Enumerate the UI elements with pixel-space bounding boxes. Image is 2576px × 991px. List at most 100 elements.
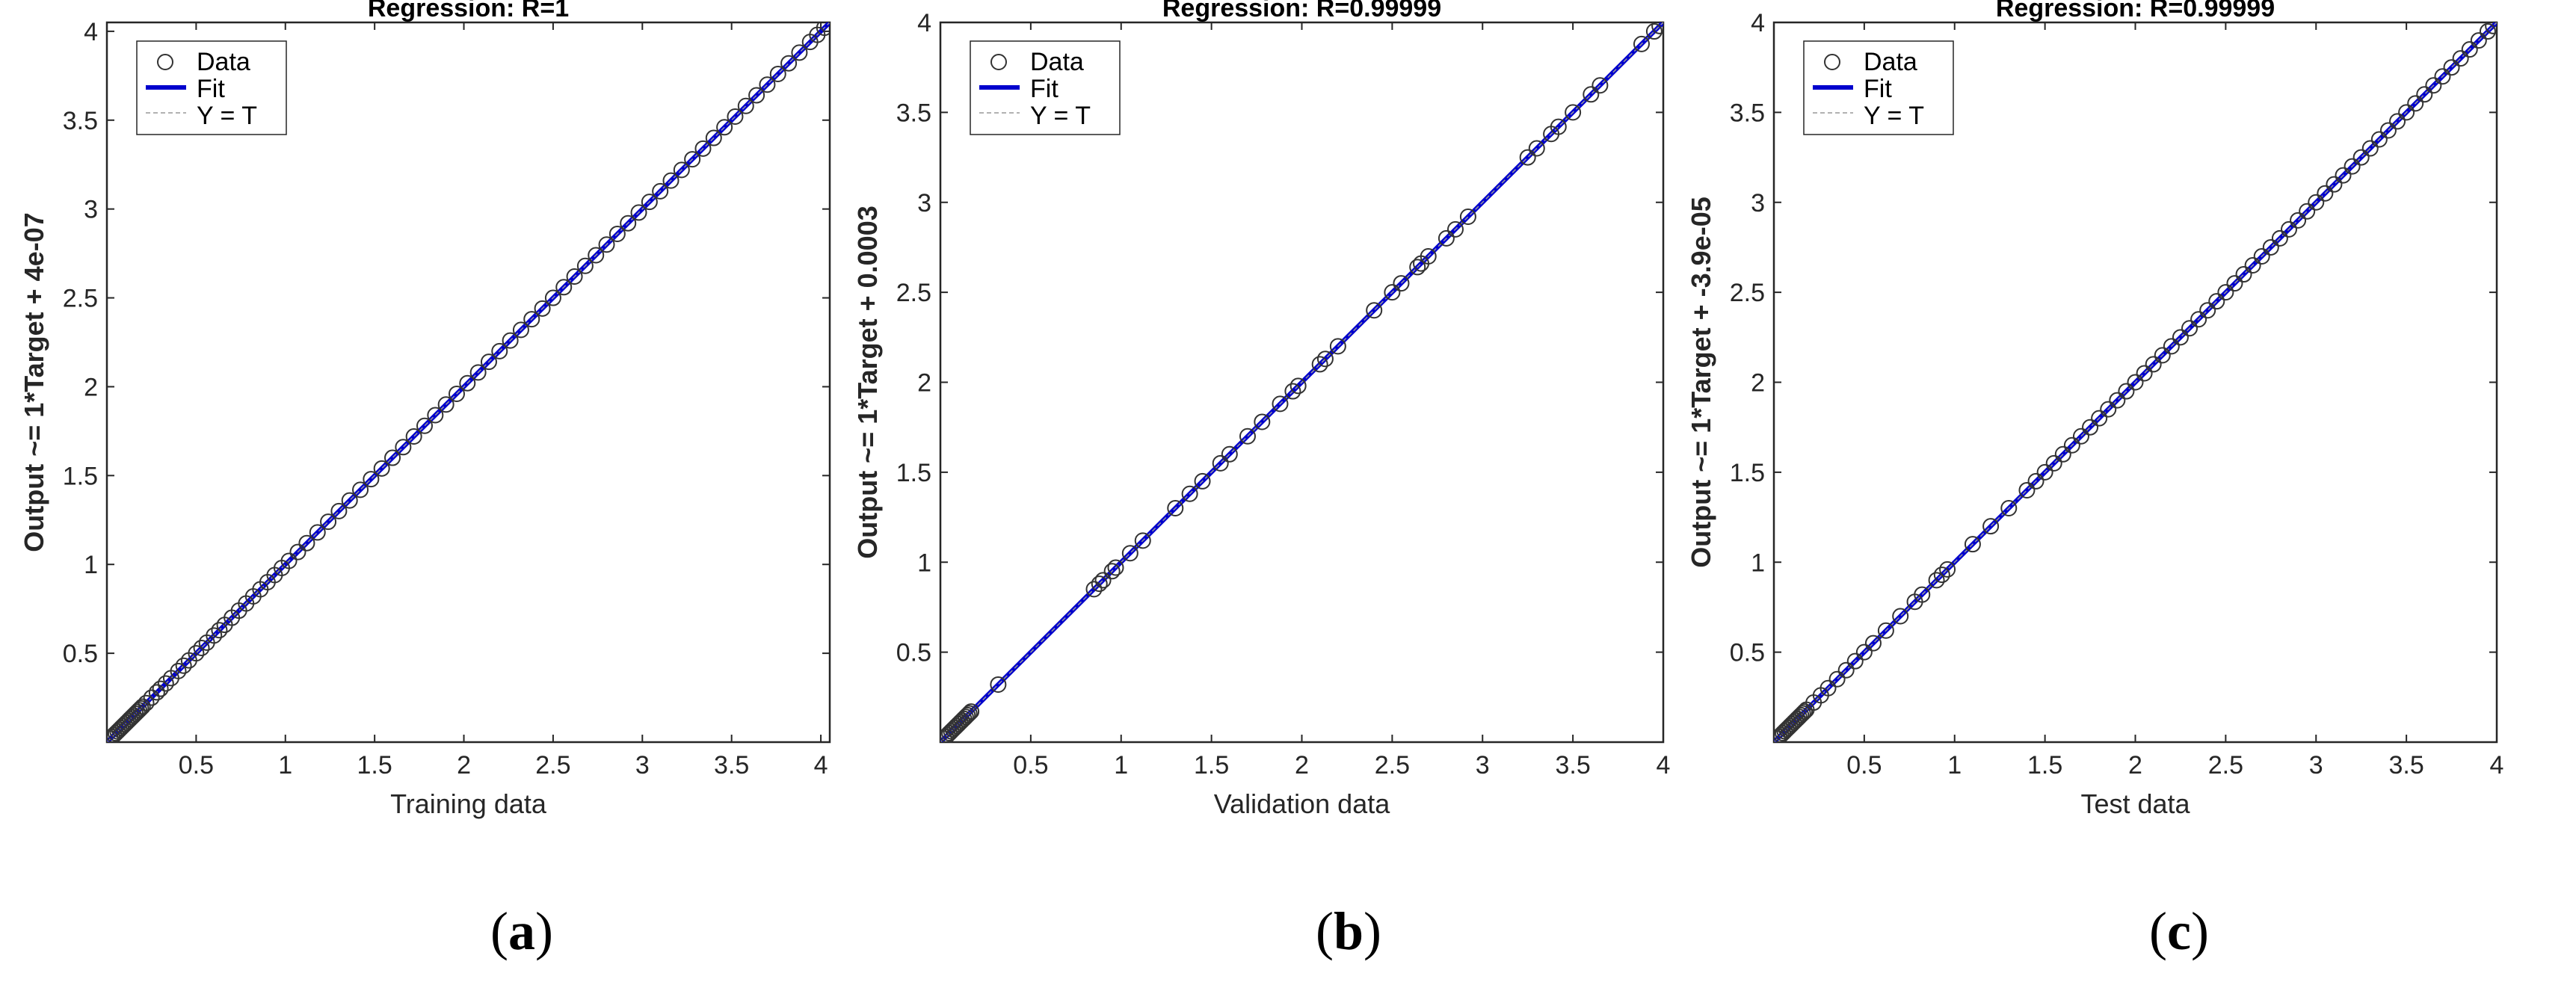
data-point [2217,284,2234,301]
data-point [1651,22,1663,34]
data-point [1121,545,1138,562]
data-point [662,172,680,189]
y-tick-label: 2 [917,369,931,398]
x-tick-label: 0.5 [1013,751,1048,779]
identity-line [1774,22,2497,742]
data-point [2027,472,2045,490]
x-tick-label: 1.5 [2027,751,2062,779]
x-tick-label: 2.5 [2208,751,2243,779]
x-tick-label: 2 [457,751,471,779]
data-point [448,385,465,402]
data-point [1221,445,1238,463]
data-point [1254,413,1271,430]
data-point [1194,472,1211,490]
data-point [2479,23,2496,40]
data-point [459,374,476,392]
legend-label: Data [1864,48,1917,76]
data-point [2443,59,2460,76]
data-point [1796,703,1814,720]
x-tick-label: 1 [278,751,292,779]
y-tick-label: 1.5 [1730,459,1765,487]
data-point [1914,586,1931,603]
data-point [2244,257,2261,274]
data-point [1877,622,1894,639]
data-point [1329,338,1346,355]
data-point [1316,351,1334,368]
y-tick-label: 0.5 [1730,639,1765,667]
x-tick-label: 3 [2309,751,2323,779]
data-point [684,151,701,168]
data-point [959,706,976,723]
data-point [1107,559,1124,576]
x-tick-label: 3.5 [714,751,749,779]
y-tick-label: 2.5 [896,279,931,307]
data-point [630,204,647,221]
data-point [188,645,205,662]
data-point [1459,209,1476,226]
legend-label: Fit [197,75,225,103]
data-point [2109,392,2126,409]
data-point [1519,149,1536,166]
data-point [2452,50,2469,67]
data-point [759,76,776,93]
x-tick-label: 3 [635,751,650,779]
data-point [816,22,830,37]
data-point [608,225,626,242]
y-axis-label: Output ~= 1*Target + 0.0003 [852,206,883,559]
data-point [780,55,798,72]
y-tick-label: 2 [84,373,98,401]
data-point [2154,347,2171,364]
x-tick-label: 0.5 [1846,751,1882,779]
data-point [1103,563,1121,580]
data-point [555,279,573,296]
data-point [727,108,744,126]
legend-label: Fit [1864,75,1892,103]
data-point [1794,705,1811,722]
data-point [143,689,160,706]
data-point [2145,356,2162,373]
data-point [598,236,615,253]
data-point [2054,445,2071,463]
data-point [512,321,529,339]
data-point [990,676,1007,693]
data-point [2172,329,2189,346]
data-point [1438,229,1455,247]
chart-panel-b: Regression: R=0.99999 0.5 1 1.5 2 2.5 3 3.5 4 0.5… [852,0,1670,819]
data-point [2036,463,2053,481]
legend-data-marker [990,54,1007,70]
data-point [2063,436,2080,454]
data-point [1409,259,1426,276]
data-point [1846,652,1864,670]
identity-line [940,22,1663,742]
data-point [2389,113,2406,130]
y-tick-label: 1 [84,551,98,579]
data-point [132,700,150,717]
chart-title: Regression: R=0.99999 [1162,0,1441,22]
data-point [1982,518,2000,535]
data-point [2485,22,2497,34]
data-point [1366,302,1383,319]
identity-line [107,22,830,742]
chart-title: Regression: R=0.99999 [1996,0,2275,22]
data-point [1928,572,1945,589]
y-tick-label: 3 [84,196,98,224]
data-point [769,65,786,82]
data-point [2181,320,2198,337]
data-point [2000,500,2018,517]
chart-panel-a: Regression: R=1 0.5 1 1.5 2 2.5 3 3.5 4 0.5 1 1.5 2 2… [19,0,831,819]
data-point [405,428,422,445]
data-point [534,300,551,317]
data-point [320,513,337,531]
x-tick-label: 4 [814,751,828,779]
legend-label: Fit [1030,75,1059,103]
x-tick-label: 3 [1476,751,1490,779]
data-point [523,311,540,328]
plot-area [1774,22,2497,742]
data-point [1633,35,1650,52]
data-point [373,460,390,477]
chart-title: Regression: R=1 [368,0,569,22]
data-point [2208,293,2225,310]
data-point [2072,427,2089,445]
chart-panel-c: Regression: R=0.99999 0.5 1 1.5 2 2.5 3 3.5 4 0.5… [1686,0,2503,819]
data-point [2470,32,2487,49]
